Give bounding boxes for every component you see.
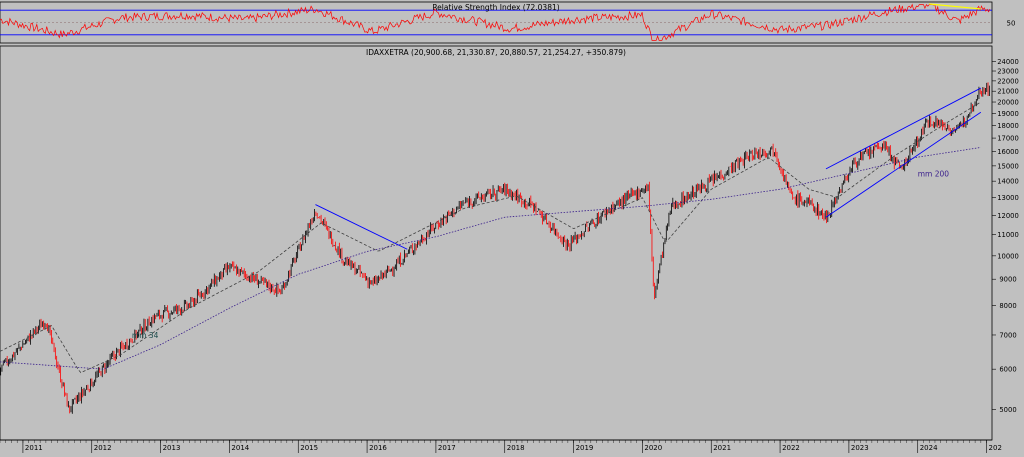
y-tick-label: 22000 bbox=[997, 77, 1019, 85]
x-tick-label: 2013 bbox=[163, 444, 181, 452]
x-tick-label: 2016 bbox=[369, 444, 387, 452]
ma-200-label: mm 200 bbox=[918, 169, 950, 178]
rsi-y-axis: 50 bbox=[1007, 20, 1016, 28]
ma-200-line bbox=[0, 147, 981, 370]
y-tick-label: 24000 bbox=[997, 58, 1019, 66]
y-tick-label: 14000 bbox=[997, 178, 1019, 186]
x-tick-label: 2014 bbox=[231, 444, 249, 452]
trendlines-group bbox=[315, 87, 982, 250]
y-tick-label: 12000 bbox=[997, 212, 1019, 220]
x-tick-label: 2019 bbox=[576, 444, 594, 452]
y-tick-label: 23000 bbox=[997, 68, 1019, 76]
time-x-axis: 2011 2012 2013 2014 2015 2016 2017 2018 2019 2020… bbox=[0, 439, 1002, 453]
y-tick-label: 18000 bbox=[997, 122, 1019, 130]
ma-34-line bbox=[0, 101, 982, 374]
y-tick-label: 10000 bbox=[997, 252, 1019, 260]
price-y-axis: 5000 6000 7000 8000 9000 10000 11000 12000 13000… bbox=[992, 58, 1019, 414]
x-tick-label: 2023 bbox=[851, 444, 869, 452]
x-tick-label: 202 bbox=[989, 444, 1002, 452]
x-tick-label: 2020 bbox=[644, 444, 662, 452]
x-axis-ticks: 2011 2012 2013 2014 2015 2016 2017 2018 2019 2020… bbox=[0, 440, 1002, 453]
rsi-tick-label: 50 bbox=[1007, 20, 1016, 28]
y-tick-label: 11000 bbox=[997, 231, 1019, 239]
y-tick-label: 17000 bbox=[997, 135, 1019, 143]
x-tick-label: 2012 bbox=[94, 444, 112, 452]
ma-labels-group: mm 34 mm 200 bbox=[132, 169, 949, 340]
x-tick-label: 2017 bbox=[438, 444, 456, 452]
moving-averages-group bbox=[0, 101, 982, 374]
x-tick-label: 2024 bbox=[920, 444, 938, 452]
y-tick-label: 21000 bbox=[997, 88, 1019, 96]
y-tick-label: 16000 bbox=[997, 148, 1019, 156]
y-tick-label: 9000 bbox=[999, 276, 1016, 284]
price-pane: mm 34 mm 200 5000 6000 7000 8000 9000 10000 110… bbox=[0, 45, 1019, 441]
y-tick-label: 13000 bbox=[997, 194, 1019, 202]
x-tick-label: 2021 bbox=[713, 444, 731, 452]
y-tick-label: 6000 bbox=[999, 366, 1016, 374]
trendline bbox=[315, 204, 408, 250]
rsi-pane: Relative Strength Index (72.0381) 50 bbox=[0, 1, 1016, 44]
rsi-line bbox=[0, 3, 991, 41]
y-tick-label: 15000 bbox=[997, 162, 1019, 170]
y-tick-label: 8000 bbox=[999, 302, 1016, 310]
trendline bbox=[825, 87, 982, 170]
rsi-title: Relative Strength Index (72.0381) bbox=[432, 3, 559, 12]
trendline bbox=[825, 111, 982, 218]
x-tick-label: 2018 bbox=[507, 444, 525, 452]
rsi-line-group bbox=[0, 3, 991, 41]
y-tick-label: 20000 bbox=[997, 99, 1019, 107]
y-tick-label: 5000 bbox=[999, 406, 1016, 414]
y-tick-label: 7000 bbox=[999, 331, 1016, 339]
x-tick-label: 2022 bbox=[782, 444, 800, 452]
rsi-trendline bbox=[929, 3, 981, 10]
y-tick-label: 19000 bbox=[997, 110, 1019, 118]
x-tick-label: 2015 bbox=[300, 444, 318, 452]
candles-group bbox=[0, 82, 990, 414]
x-tick-label: 2011 bbox=[25, 444, 43, 452]
price-pane-frame bbox=[0, 45, 993, 441]
price-title: IDAXXETRA (20,900.68, 21,330.87, 20,880.… bbox=[366, 48, 626, 57]
ma-34-label: mm 34 bbox=[132, 331, 159, 340]
